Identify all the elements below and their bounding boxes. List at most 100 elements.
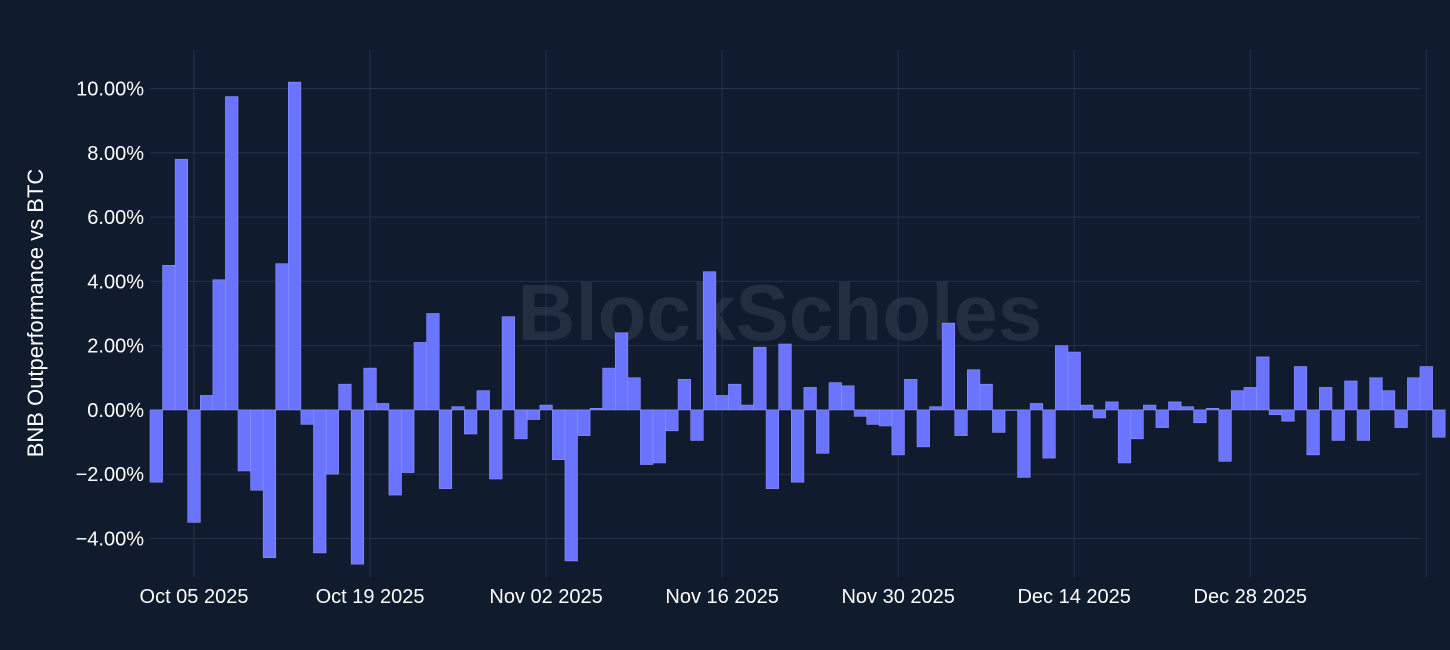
bar [149, 409, 163, 483]
x-tick-label: Dec 14 2025 [1017, 586, 1130, 608]
bar [702, 271, 717, 411]
bar [526, 409, 541, 420]
x-axis-ticks: Oct 05 2025 Oct 19 2025 Nov 02 2025 Nov 16 … [140, 586, 1307, 608]
bar [665, 409, 679, 432]
bar [1256, 356, 1270, 411]
y-tick-label: 10.00% [76, 79, 144, 101]
bar [765, 409, 780, 489]
bar [916, 409, 930, 448]
y-tick-label: −2.00% [76, 464, 145, 486]
bar [828, 382, 842, 411]
bar [1331, 409, 1345, 441]
y-axis-title: BNB Outperformance vs BTC [23, 169, 48, 458]
bar [652, 409, 666, 464]
x-tick-label: Oct 05 2025 [140, 586, 249, 608]
bar [690, 409, 704, 441]
bar [1268, 409, 1282, 416]
bar [338, 383, 352, 411]
x-tick-label: Nov 16 2025 [665, 586, 778, 608]
bar [1369, 377, 1383, 411]
bar [564, 409, 578, 562]
bar [1432, 409, 1446, 438]
bar [979, 383, 993, 411]
bar [1243, 387, 1257, 411]
y-tick-label: −4.00% [76, 528, 145, 550]
y-axis-ticks: 10.00% 8.00% 6.00% 4.00% 2.00% 0.00% −2.00% −4.… [76, 79, 145, 551]
bar [640, 409, 654, 465]
y-tick-label: 2.00% [87, 336, 144, 358]
bar [803, 387, 817, 411]
x-tick-label: Oct 19 2025 [316, 586, 425, 608]
y-tick-label: 8.00% [87, 143, 144, 165]
bar [1130, 409, 1144, 440]
bar [1042, 409, 1056, 459]
bar [929, 406, 943, 411]
bar [816, 409, 830, 454]
bar [1004, 409, 1018, 411]
bar [753, 346, 767, 411]
bar [401, 409, 415, 473]
bar [363, 367, 377, 411]
x-tick-label: Nov 02 2025 [489, 586, 602, 608]
bar [376, 403, 390, 411]
bar [841, 385, 855, 411]
bar [1055, 345, 1069, 411]
bar [677, 379, 691, 411]
bar [1407, 377, 1421, 411]
bar [212, 279, 226, 411]
bar [1394, 409, 1408, 428]
bar [866, 409, 880, 425]
bar [514, 409, 528, 440]
bar [489, 409, 503, 480]
bar [1319, 387, 1333, 411]
bar [627, 377, 641, 411]
bar [451, 406, 465, 411]
bar [1193, 409, 1207, 424]
bar [954, 409, 968, 436]
bar [1419, 366, 1433, 411]
bar [464, 409, 478, 435]
bar [501, 316, 515, 411]
bar [552, 409, 566, 461]
bar [225, 96, 239, 411]
bar [853, 409, 868, 417]
bar [1117, 409, 1132, 464]
bar [1381, 390, 1396, 411]
bar [413, 342, 427, 411]
bar [941, 322, 956, 411]
bar [476, 390, 490, 411]
bar [1168, 401, 1182, 411]
y-tick-label: 0.00% [87, 400, 144, 422]
bar [589, 407, 603, 411]
bar [1218, 409, 1232, 462]
x-tick-label: Dec 28 2025 [1194, 586, 1307, 608]
bar [1180, 406, 1194, 411]
bar [891, 409, 905, 456]
bar [790, 409, 805, 483]
bar [1293, 366, 1308, 411]
bar [350, 409, 365, 565]
bar [300, 409, 314, 425]
bar [162, 264, 176, 411]
bar [1092, 409, 1106, 419]
bar [1281, 409, 1295, 422]
bar [715, 395, 729, 411]
bar [740, 404, 754, 411]
bar [967, 369, 981, 411]
bar [262, 409, 277, 559]
y-tick-label: 6.00% [87, 207, 144, 229]
bar [250, 409, 264, 491]
bar [1205, 407, 1220, 411]
x-tick-label: Nov 30 2025 [841, 586, 954, 608]
bar [438, 409, 453, 489]
bar [1067, 351, 1081, 411]
bar [199, 395, 214, 411]
bar [1356, 409, 1371, 441]
bar [187, 409, 201, 523]
bar [288, 81, 302, 411]
bar [1080, 404, 1094, 411]
bar [275, 263, 289, 411]
bar [1017, 409, 1031, 478]
